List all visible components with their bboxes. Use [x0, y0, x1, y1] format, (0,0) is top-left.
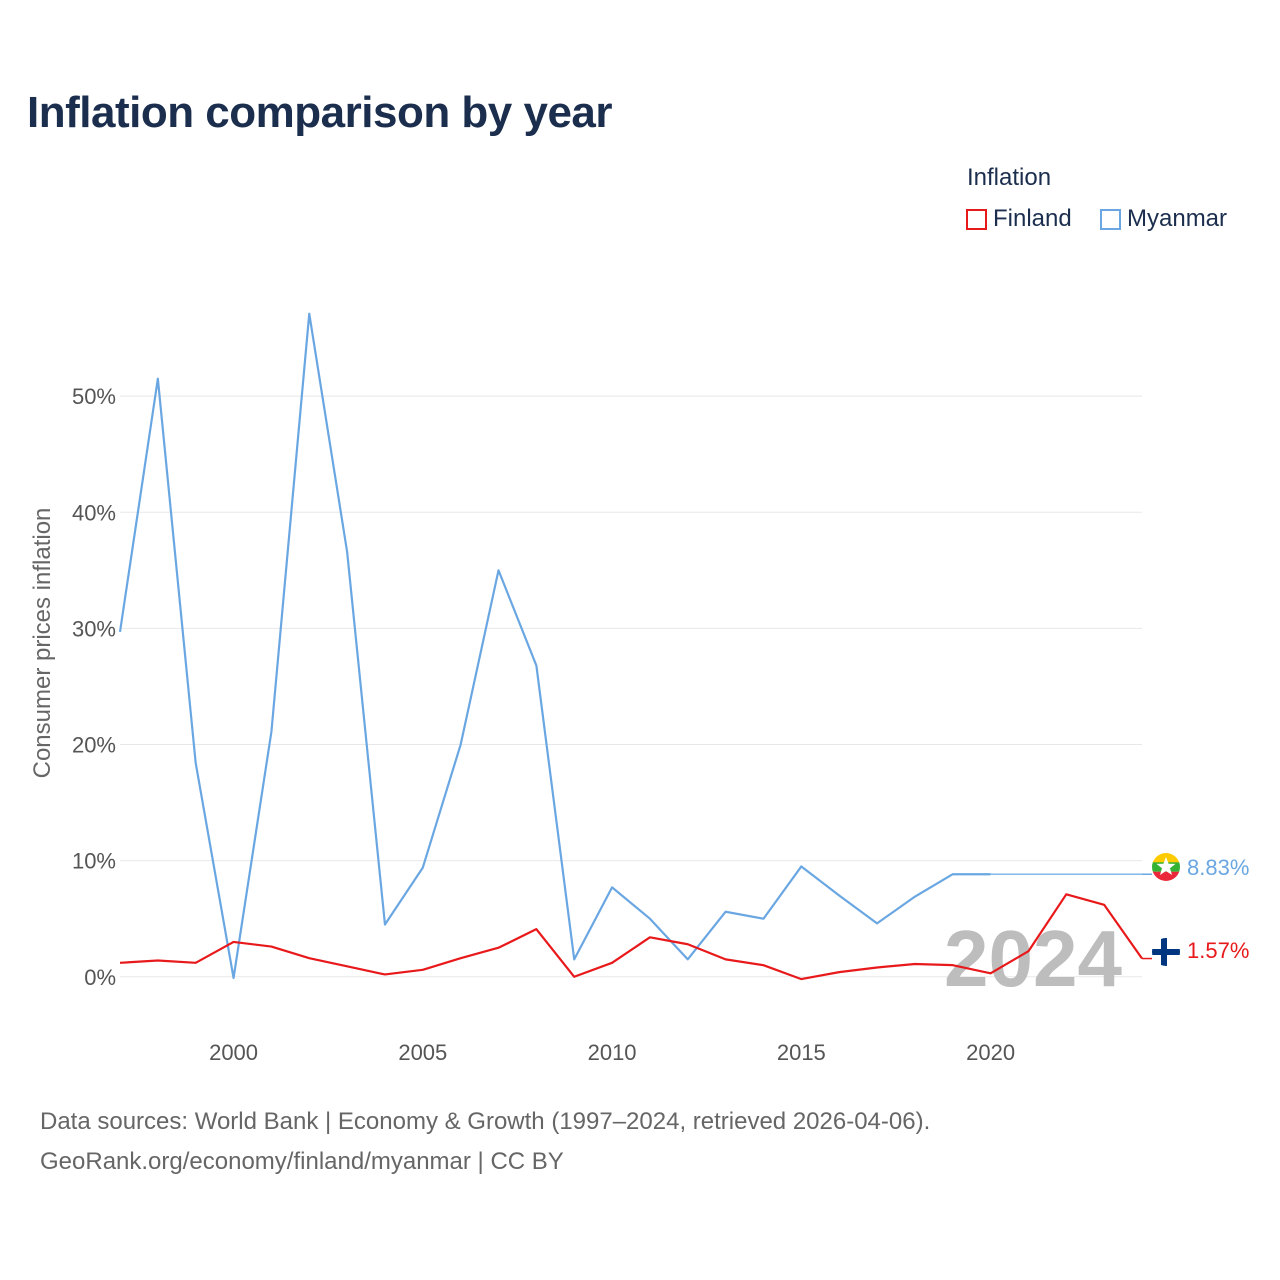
x-tick-label-2015: 2015 [777, 1040, 826, 1065]
legend-title: Inflation [967, 164, 1052, 191]
legend-swatch-finland [966, 208, 987, 230]
x-tick-label-2000: 2000 [209, 1040, 258, 1065]
y-axis-title: Consumer prices inflation [29, 508, 56, 779]
legend-label-myanmar: Myanmar [1127, 205, 1228, 232]
series-line-myanmar [118, 312, 991, 980]
y-tick-label-10: 10% [72, 849, 116, 874]
finland-end-value: 1.57% [1187, 938, 1249, 963]
myanmar-flag-icon [1152, 853, 1180, 881]
current-year-watermark: 2024 [944, 914, 1122, 1003]
myanmar-end-value: 8.83% [1187, 855, 1249, 880]
x-axis-ticks: 2000 2005 2010 2015 2020 [209, 1040, 1015, 1065]
legend-swatch-myanmar [1100, 208, 1121, 230]
legend-item-finland[interactable]: Finland [966, 205, 1072, 233]
grid-lines [120, 395, 1142, 978]
y-tick-label-40: 40% [72, 500, 116, 525]
y-axis-ticks: 0% 10% 20% 30% 40% 50% [72, 384, 116, 990]
attribution-note: GeoRank.org/economy/finland/myanmar | CC… [40, 1148, 564, 1175]
series-lines [118, 312, 1152, 981]
series-line-finland [119, 893, 1143, 981]
y-tick-label-20: 20% [72, 733, 116, 758]
y-tick-label-30: 30% [72, 616, 116, 641]
legend-item-myanmar[interactable]: Myanmar [1100, 205, 1227, 233]
y-tick-label-50: 50% [72, 384, 116, 409]
x-tick-label-2020: 2020 [966, 1040, 1015, 1065]
x-tick-label-2010: 2010 [588, 1040, 637, 1065]
line-chart: 0% 10% 20% 30% 40% 50% 2000 2005 2010 2015 2020 C… [29, 312, 1249, 1065]
finland-flag-icon [1152, 938, 1180, 966]
chart-title: Inflation comparison by year [27, 88, 613, 137]
legend-label-finland: Finland [993, 205, 1072, 232]
y-tick-label-0: 0% [84, 965, 116, 990]
data-source-note: Data sources: World Bank | Economy & Gro… [40, 1108, 931, 1135]
x-tick-label-2005: 2005 [398, 1040, 447, 1065]
